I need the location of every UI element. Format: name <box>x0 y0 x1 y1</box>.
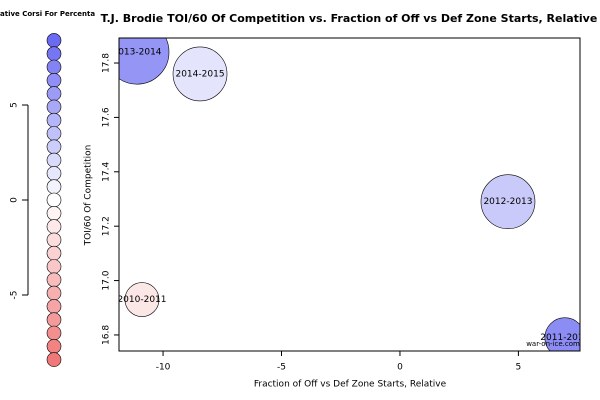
legend-swatch <box>46 139 62 155</box>
legend-swatch <box>46 179 62 194</box>
chart-title: T.J. Brodie TOI/60 Of Competition vs. Fr… <box>101 12 598 25</box>
legend-swatch <box>46 338 62 354</box>
x-tick-label: -5 <box>277 363 286 373</box>
legend-swatch <box>46 206 62 221</box>
y-tick-label: 16.8 <box>102 325 112 345</box>
watermark: war-on-ice.com <box>526 340 580 348</box>
legend-swatch <box>46 219 62 234</box>
y-axis-label: TOI/60 Of Competition <box>84 145 94 247</box>
y-tick-label: 17.6 <box>102 107 112 127</box>
legend-swatch <box>46 112 62 128</box>
plot-area: 2013-2014 2014-2015 2012-2013 2011-2012 2010… <box>112 38 589 351</box>
bubble <box>119 38 170 85</box>
y-tick-label: 17.0 <box>102 270 112 290</box>
legend-swatch <box>46 312 62 328</box>
plot-frame <box>118 37 581 352</box>
x-axis-label: Fraction of Off vs Def Zone Starts, Rela… <box>254 380 447 390</box>
legend-swatch <box>46 152 62 168</box>
legend-swatch <box>46 299 62 314</box>
legend-swatch <box>46 166 62 181</box>
y-tick-label: 17.2 <box>102 216 112 236</box>
legend-tick-label: 5 <box>10 102 20 108</box>
bubble <box>544 317 580 351</box>
legend-swatch <box>46 325 62 341</box>
bubble-label: 2010-2011 <box>117 295 166 305</box>
legend-swatch <box>46 126 62 141</box>
legend-swatch <box>46 245 62 261</box>
legend-swatch <box>46 86 62 101</box>
y-tick-label: 17.4 <box>102 162 112 182</box>
legend-swatch <box>46 33 62 48</box>
legend-swatch <box>46 232 62 248</box>
legend-tick-label: -5 <box>10 291 20 300</box>
legend-tick-label: 0 <box>10 197 20 203</box>
bubble <box>480 174 536 230</box>
bubble-label: 2014-2015 <box>175 69 224 79</box>
legend-swatch <box>46 73 62 88</box>
x-tick-label: -10 <box>156 363 171 373</box>
legend-swatch <box>46 192 62 208</box>
x-tick-label: 0 <box>397 363 403 373</box>
legend-title: ative Corsi For Percenta <box>0 10 95 18</box>
legend-swatch <box>46 352 62 367</box>
bubble-label: 2013-2014 <box>112 48 161 58</box>
legend-swatch <box>46 46 62 62</box>
legend-swatch <box>46 259 62 274</box>
bubble-label: 2012-2013 <box>483 197 532 207</box>
bubble <box>124 282 160 317</box>
legend-swatch <box>46 59 62 75</box>
legend-swatch <box>46 272 62 288</box>
legend-swatch <box>46 99 62 115</box>
x-tick-label: 5 <box>516 363 522 373</box>
legend-swatch <box>46 285 62 301</box>
bubble-label: 2011-2012 <box>540 333 589 343</box>
y-tick-label: 17.8 <box>102 53 112 73</box>
bubble <box>172 46 228 102</box>
